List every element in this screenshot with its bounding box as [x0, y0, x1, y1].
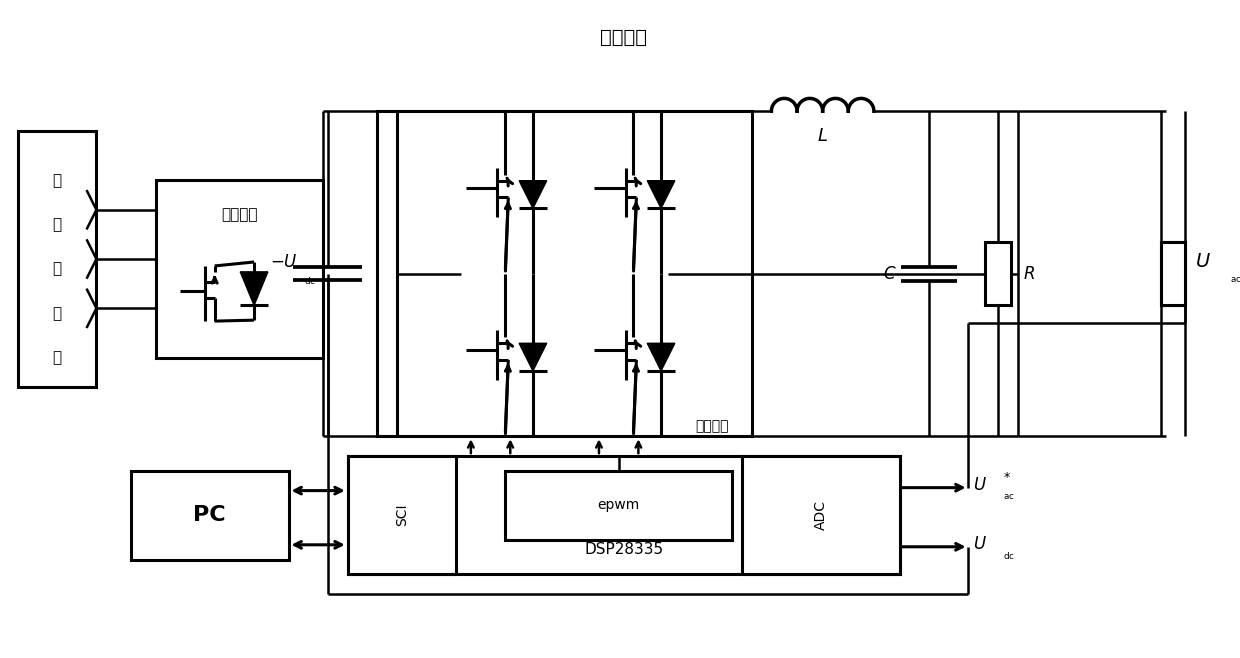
Text: epwm: epwm	[598, 498, 640, 513]
Bar	[986, 242, 1011, 305]
Text: $U$: $U$	[1195, 253, 1211, 272]
Bar	[1161, 242, 1185, 305]
Text: $_{\rm ac}$: $_{\rm ac}$	[1230, 272, 1240, 286]
Text: $U$: $U$	[973, 535, 987, 553]
Bar	[506, 471, 732, 540]
Text: ADC: ADC	[813, 500, 827, 530]
Text: 发: 发	[52, 261, 62, 276]
Text: $U$: $U$	[973, 476, 987, 494]
Polygon shape	[241, 272, 268, 305]
Text: PC: PC	[193, 505, 226, 525]
Text: 电: 电	[52, 306, 62, 320]
Text: $L$: $L$	[817, 127, 828, 145]
Text: 波: 波	[52, 172, 62, 188]
Text: $_{\rm dc}$: $_{\rm dc}$	[304, 273, 316, 286]
Text: $C$: $C$	[883, 265, 897, 283]
Text: DSP28335: DSP28335	[584, 542, 663, 557]
Bar	[347, 456, 456, 574]
Bar	[17, 131, 97, 387]
Text: 门控信号: 门控信号	[696, 420, 729, 434]
Text: $_{\rm ac}$: $_{\rm ac}$	[1003, 489, 1014, 502]
Bar	[347, 456, 899, 574]
Polygon shape	[520, 343, 547, 371]
Text: 机: 机	[52, 350, 62, 365]
Bar	[131, 471, 289, 559]
Text: SCI: SCI	[394, 504, 409, 526]
Polygon shape	[647, 343, 675, 371]
Text: 浪: 浪	[52, 217, 62, 232]
Bar	[377, 111, 751, 436]
Bar	[155, 180, 324, 357]
Text: $R$: $R$	[1023, 265, 1034, 283]
Text: $_{\rm dc}$: $_{\rm dc}$	[1003, 548, 1016, 561]
Text: $*$: $*$	[1003, 469, 1011, 482]
Bar	[742, 456, 899, 574]
Text: $-U$: $-U$	[270, 253, 298, 271]
Text: 逆变电路: 逆变电路	[600, 28, 647, 47]
Text: 整流电路: 整流电路	[221, 207, 258, 222]
Polygon shape	[647, 181, 675, 209]
Polygon shape	[520, 181, 547, 209]
Bar	[1161, 242, 1185, 305]
